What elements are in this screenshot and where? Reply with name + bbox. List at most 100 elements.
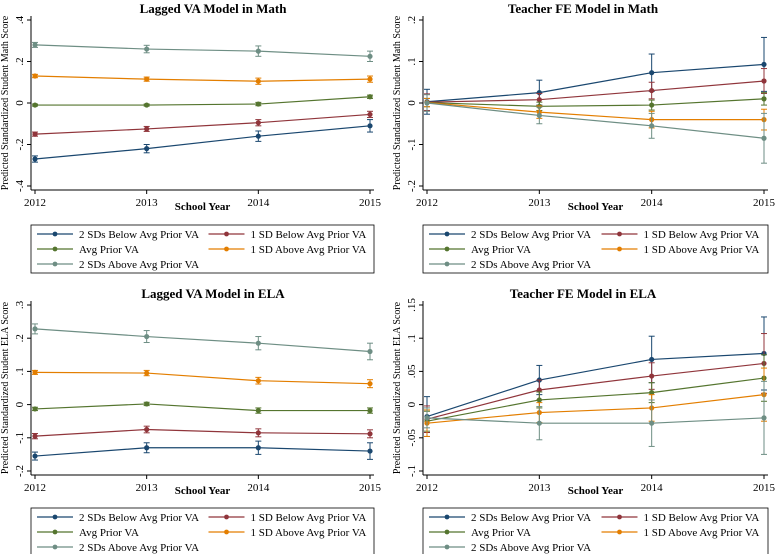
data-point: [367, 381, 373, 387]
data-point: [255, 78, 261, 84]
y-axis-label: Predicted Standardized Student ELA Score: [392, 301, 403, 474]
data-point: [32, 453, 38, 459]
data-point: [255, 407, 261, 414]
x-tick-label: 2012: [24, 197, 46, 209]
series-5: [424, 94, 767, 164]
data-point: [536, 397, 542, 403]
data-point: [144, 46, 150, 52]
legend-swatch-marker: [444, 261, 450, 267]
legend-swatch-marker: [52, 544, 58, 550]
legend: 2 SDs Below Avg Prior VA 1 SD Below Avg P…: [30, 507, 375, 554]
y-tick-label: .3: [14, 300, 26, 309]
data-point: [367, 348, 373, 355]
legend-label: 1 SD Above Avg Prior VA: [644, 527, 760, 539]
y-tick-label: -.2: [14, 465, 26, 477]
legend-box: [422, 507, 769, 554]
legend-label: 1 SD Below Avg Prior VA: [644, 512, 760, 524]
x-tick-label: 2014: [247, 482, 270, 494]
series-line: [426, 63, 765, 103]
y-axis-label: Predicted Standardized Student Math Scor…: [392, 15, 403, 190]
legend-swatch-marker: [52, 514, 58, 520]
data-point: [255, 101, 261, 107]
legend-label: 2 SDs Above Avg Prior VA: [79, 542, 199, 554]
series-line: [35, 96, 371, 106]
legend-swatch-marker: [224, 514, 229, 520]
data-point: [144, 370, 150, 376]
data-point: [32, 102, 38, 108]
data-point: [144, 146, 150, 152]
chart-panel-3: Lagged VA Model in ELA -.2 -.1 0 .1 .2 .3Predi…: [0, 286, 382, 554]
data-point: [649, 390, 655, 396]
data-point: [761, 135, 767, 141]
series-line: [34, 403, 370, 412]
series-line: [34, 328, 371, 353]
data-point: [32, 42, 38, 48]
series-line: [34, 44, 371, 57]
y-tick-label: -.2: [406, 180, 418, 192]
data-point: [255, 445, 261, 451]
series-5: [424, 380, 767, 455]
chart-panel-2: Teacher FE Model in Math -.2 -.1 0 .1 .2Predi…: [392, 1, 775, 274]
series-line: [34, 447, 371, 457]
chart-title: Lagged VA Model in Math: [140, 1, 288, 16]
data-point: [649, 102, 655, 108]
series-3: [32, 401, 373, 414]
data-point: [255, 48, 261, 54]
y-tick-label: .1: [14, 367, 26, 375]
series-4: [424, 97, 767, 131]
y-tick-label: -.05: [406, 429, 418, 447]
series-4: [32, 369, 373, 389]
legend-label: 2 SDs Below Avg Prior VA: [471, 512, 591, 524]
data-point: [761, 415, 767, 421]
y-tick-label: -.1: [14, 432, 26, 444]
legend-swatch-marker: [52, 246, 58, 252]
data-point: [32, 73, 38, 79]
y-tick-label: 0: [406, 100, 418, 106]
data-point: [255, 340, 261, 346]
data-point: [32, 131, 38, 137]
data-point: [32, 326, 38, 332]
series-line: [426, 102, 765, 139]
legend-swatch-marker: [444, 529, 450, 535]
series-line: [34, 371, 371, 385]
legend-box: [30, 507, 375, 554]
y-tick-label: -.2: [14, 139, 26, 151]
data-point: [649, 123, 655, 129]
x-tick-label: 2013: [528, 482, 551, 494]
legend-swatch-marker: [617, 529, 622, 535]
series-4: [32, 73, 373, 85]
data-point: [367, 448, 373, 454]
legend-label: Avg Prior VA: [79, 527, 139, 539]
x-tick-label: 2015: [753, 197, 775, 209]
data-point: [144, 102, 150, 108]
y-tick-label: .1: [406, 334, 418, 342]
x-tick-label: 2013: [136, 482, 159, 494]
y-tick-label: .2: [14, 57, 26, 65]
legend-swatch-marker: [444, 514, 450, 520]
series-3: [32, 94, 373, 108]
legend-label: 1 SD Below Avg Prior VA: [251, 512, 367, 524]
y-axis-label: Predicted Standardized Student ELA Score: [0, 301, 11, 474]
legend-label: 2 SDs Above Avg Prior VA: [471, 259, 591, 271]
chart-panel-4: Teacher FE Model in ELA -.1 -.05 0 .05 .1 .15P…: [392, 286, 775, 554]
series-line: [426, 362, 765, 420]
data-point: [367, 123, 373, 129]
series-line: [426, 80, 765, 103]
legend-swatch-marker: [224, 529, 229, 535]
data-point: [255, 120, 261, 126]
data-point: [367, 53, 373, 59]
series-line: [34, 75, 371, 82]
data-point: [536, 387, 542, 393]
series-1: [424, 36, 767, 115]
legend: 2 SDs Below Avg Prior VA 1 SD Below Avg P…: [422, 224, 769, 274]
x-tick-label: 2015: [359, 482, 382, 494]
x-tick-label: 2014: [641, 482, 664, 494]
x-tick-label: 2012: [416, 482, 438, 494]
series-2: [32, 425, 373, 440]
series-5: [32, 41, 373, 62]
series-line: [34, 113, 371, 135]
data-point: [649, 356, 655, 363]
x-tick-label: 2015: [753, 482, 775, 494]
y-tick-label: -.1: [406, 139, 418, 151]
series-2: [424, 333, 767, 433]
